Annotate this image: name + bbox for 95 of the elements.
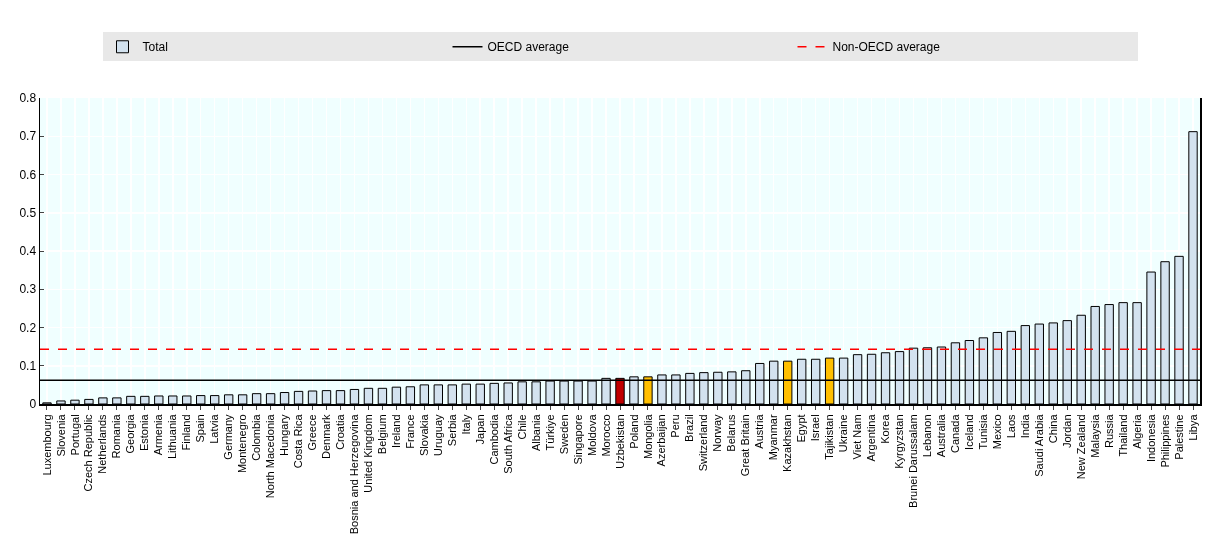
x-tick-label: Hungary [278,413,291,456]
x-tick-label: Croatia [334,413,347,450]
x-tick-label: Canada [948,413,961,453]
x-tick-label: Japan [473,414,486,445]
x-tick-label: Thailand [1116,414,1129,457]
y-tick-label: 0.4 [19,244,37,259]
x-tick-label: Uzbekistan [613,414,626,469]
x-tick-label: Serbia [445,413,458,447]
x-tick-label: Laos [1004,413,1017,439]
x-tick-label: Philippines [1158,413,1171,468]
x-tick-label: Germany [222,413,235,460]
legend-label: OECD average [487,40,570,55]
x-tick-label: Argentina [865,413,878,462]
x-tick-label: Colombia [250,413,263,461]
x-tick-label: Russia [1102,413,1115,449]
x-tick-label: Netherlands [96,413,109,474]
x-tick-label: Slovenia [54,413,67,457]
x-tick-label: Libya [1186,413,1199,441]
x-tick-label: Montenegro [236,414,249,474]
x-tick-label: Great Britain [739,414,752,477]
x-tick-label: Slovakia [417,413,430,456]
x-tick-label: Chile [515,414,528,440]
x-tick-label: Egypt [795,414,808,443]
x-tick-label: Poland [627,414,640,449]
x-tick-label: Ireland [389,414,402,449]
x-tick-label: Jordan [1060,414,1073,449]
x-tick-label: Estonia [138,413,151,452]
x-tick-label: Kyrgyzstan [893,414,906,469]
y-tick-label: 0.7 [19,129,37,144]
x-tick-label: Georgia [124,413,137,454]
x-tick-label: Kazakhstan [781,414,794,472]
legend-label: Non-OECD average [832,40,941,55]
x-tick-label: Algeria [1130,413,1143,449]
y-tick-label: 0 [29,397,37,412]
x-tick-label: South Africa [501,413,514,474]
x-tick-label: Czech Republic [82,413,95,492]
y-tick-label: 0.3 [19,282,37,297]
x-tick-label: Albania [529,413,542,452]
x-tick-label: Viet Nam [851,414,864,460]
x-tick-label: Portugal [68,414,81,456]
x-tick-label: Sweden [557,414,570,455]
x-tick-label: Spain [194,414,207,443]
x-tick-label: Indonesia [1144,413,1157,463]
x-tick-label: Iceland [962,414,975,450]
x-tick-label: Lebanon [921,414,934,458]
x-tick-label: Lithuania [166,413,179,460]
x-tick-label: Norway [711,413,724,452]
x-tick-label: Bosnia and Herzegovina [348,413,361,535]
x-tick-label: Morocco [599,414,612,457]
x-tick-label: Luxembourg [40,414,53,476]
x-tick-label: Ukraine [837,414,850,453]
x-tick-label: Korea [879,413,892,444]
x-tick-label: Saudi Arabia [1032,413,1045,477]
x-tick-label: Myanmar [767,414,780,461]
y-tick-label: 0.6 [19,167,37,182]
x-tick-label: Tajikistan [823,414,836,460]
x-tick-label: Brazil [683,414,696,442]
x-tick-label: Latvia [208,413,221,444]
x-tick-label: Italy [459,413,472,435]
legend-label: Total [142,40,168,55]
x-tick-label: Belgium [375,414,388,455]
x-tick-label: Denmark [320,413,333,460]
x-tick-label: Türkiye [543,414,556,451]
x-tick-label: Brunei Darussalam [907,414,920,508]
x-tick-label: Mexico [990,414,1003,450]
y-tick-label: 0.1 [19,358,37,373]
y-tick-label: 0.2 [19,320,37,335]
y-tick-label: 0.5 [19,205,37,220]
x-tick-label: Romania [110,413,123,459]
x-tick-label: Austria [753,413,766,449]
x-tick-label: Azerbaijan [655,414,668,467]
x-tick-label: China [1046,413,1059,444]
x-tick-label: Peru [669,414,682,438]
x-tick-label: Costa Rica [292,413,305,469]
x-tick-label: Finland [180,414,193,451]
x-tick-label: India [1018,413,1031,439]
x-tick-label: Armenia [152,413,165,456]
x-tick-label: Moldova [585,413,598,456]
x-tick-label: Palestine [1172,414,1185,460]
x-tick-label: North Macedonia [264,413,277,499]
x-tick-label: Greece [306,414,319,451]
x-tick-label: Singapore [571,414,584,465]
x-tick-label: Cambodia [487,413,500,465]
x-tick-label: Australia [935,413,948,458]
x-tick-label: Malaysia [1088,413,1101,458]
x-tick-label: New Zealand [1074,414,1087,480]
x-tick-label: Belarus [725,413,738,452]
x-tick-label: United Kingdom [362,414,375,493]
x-tick-label: Mongolia [641,413,654,460]
x-tick-label: Switzerland [697,414,710,472]
x-tick-label: Uruguay [431,413,444,456]
x-tick-label: France [403,414,416,449]
x-tick-label: Israel [809,414,822,442]
y-tick-label: 0.8 [19,91,37,106]
x-tick-label: Tunisia [976,413,989,450]
